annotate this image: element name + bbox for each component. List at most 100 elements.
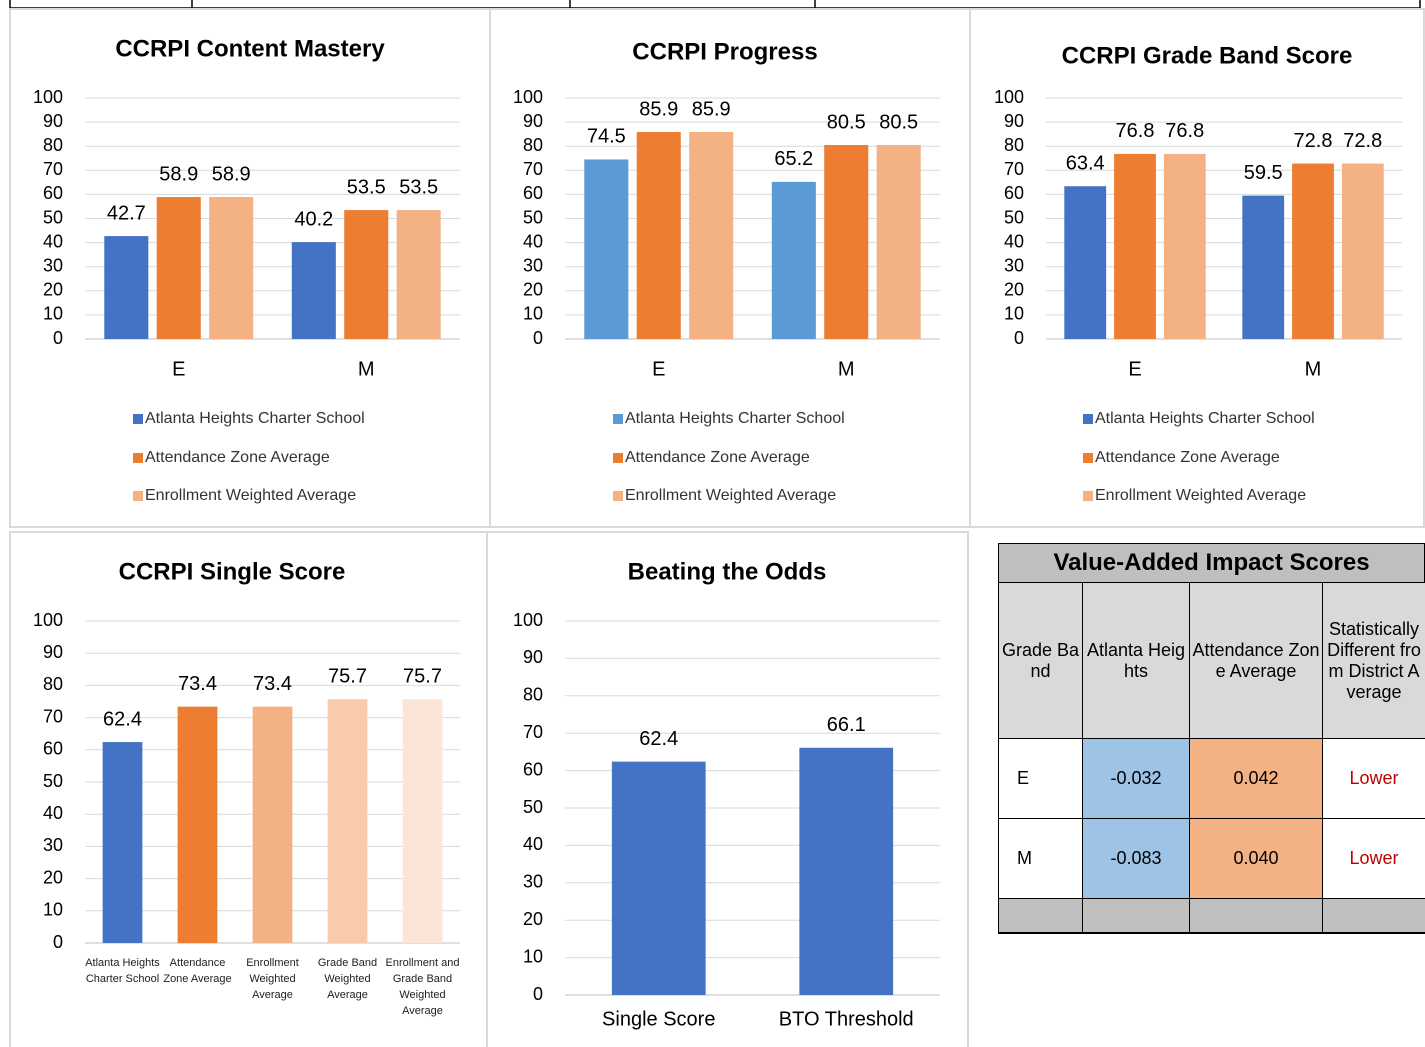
legend-swatch <box>133 453 143 463</box>
value-added-table: Value-Added Impact Scores Grade Band Atla… <box>998 543 1425 934</box>
x-tick-label: E <box>652 358 665 380</box>
bar <box>1242 195 1285 339</box>
bar <box>104 236 149 339</box>
data-label: 75.7 <box>328 666 367 688</box>
table-cell: 0.040 <box>1190 819 1323 899</box>
y-tick-label: 40 <box>1004 231 1024 251</box>
panel <box>486 531 969 1047</box>
bar <box>824 144 869 339</box>
data-label: 63.4 <box>1066 152 1105 174</box>
bar <box>636 131 681 339</box>
y-tick-label: 0 <box>533 328 543 348</box>
table-cell <box>999 899 1083 933</box>
legend-swatch <box>133 491 143 501</box>
legend-label: Enrollment Weighted Average <box>145 487 356 504</box>
y-tick-label: 50 <box>43 771 63 791</box>
y-tick-label: 20 <box>523 909 543 929</box>
data-label: 75.7 <box>403 666 442 688</box>
table-title: Value-Added Impact Scores <box>999 544 1424 583</box>
bar <box>291 242 336 339</box>
y-tick-label: 40 <box>523 834 543 854</box>
x-tick-label: M <box>358 358 375 380</box>
panel <box>969 8 1425 528</box>
y-tick-label: 30 <box>43 255 63 275</box>
data-label: 58.9 <box>159 163 198 185</box>
y-tick-label: 90 <box>523 111 543 131</box>
y-tick-label: 80 <box>43 135 63 155</box>
y-tick-label: 50 <box>523 207 543 227</box>
y-tick-label: 80 <box>43 674 63 694</box>
data-label: 73.4 <box>253 673 292 695</box>
y-tick-label: 40 <box>43 231 63 251</box>
data-label: 74.5 <box>587 126 626 148</box>
y-tick-label: 20 <box>1004 280 1024 300</box>
bar <box>177 706 218 943</box>
x-tick-label-box: Enrollment and Grade Band Weighted Avera… <box>385 957 460 1017</box>
y-tick-label: 30 <box>523 872 543 892</box>
y-tick-label: 60 <box>523 759 543 779</box>
x-tick-label: Enrollment and Grade Band Weighted Avera… <box>385 957 460 1017</box>
y-tick-label: 50 <box>43 207 63 227</box>
table-cell <box>1190 899 1323 933</box>
chart-title: CCRPI Progress <box>632 38 817 65</box>
bar <box>327 699 368 943</box>
x-tick-label-box: Grade Band Weighted Average <box>317 957 378 1001</box>
legend-label: Attendance Zone Average <box>625 449 810 466</box>
y-tick-label: 10 <box>1004 304 1024 324</box>
y-tick-label: 0 <box>53 328 63 348</box>
table-cell: Grade Band <box>999 583 1083 739</box>
data-label: 72.8 <box>1343 130 1382 152</box>
table-cell: E <box>999 739 1083 819</box>
legend-swatch <box>1083 414 1093 424</box>
legend-label: Attendance Zone Average <box>1095 449 1280 466</box>
table-grid: Grade Band Atlanta Heights Attendance Zone… <box>999 583 1425 933</box>
legend-label: Enrollment Weighted Average <box>625 487 836 504</box>
data-label: 80.5 <box>879 111 918 133</box>
y-tick-label: 30 <box>1004 255 1024 275</box>
data-label: 40.2 <box>294 208 333 230</box>
x-tick-label: E <box>172 358 185 380</box>
x-tick-label-box: Atlanta Heights Charter School <box>85 957 160 985</box>
data-label: 85.9 <box>692 98 731 120</box>
data-label: 76.8 <box>1116 120 1155 142</box>
data-label: 42.7 <box>107 202 146 224</box>
bar <box>402 699 443 943</box>
chart-title: Beating the Odds <box>628 558 827 585</box>
y-tick-label: 0 <box>533 984 543 1004</box>
table-cell: Statistically Different from District Av… <box>1323 583 1425 739</box>
y-tick-label: 60 <box>43 739 63 759</box>
x-tick-label: BTO Threshold <box>779 1008 914 1030</box>
data-label: 53.5 <box>399 176 438 198</box>
table-cell: Lower <box>1323 819 1425 899</box>
legend-label: Attendance Zone Average <box>145 449 330 466</box>
data-label: 62.4 <box>103 708 142 730</box>
data-label: 85.9 <box>639 98 678 120</box>
data-label: 62.4 <box>639 728 678 750</box>
y-tick-label: 40 <box>523 231 543 251</box>
y-tick-label: 20 <box>523 280 543 300</box>
y-tick-label: 0 <box>53 932 63 952</box>
y-tick-label: 30 <box>43 835 63 855</box>
data-label: 72.8 <box>1294 130 1333 152</box>
bar <box>689 131 734 339</box>
y-tick-label: 20 <box>43 280 63 300</box>
y-tick-label: 60 <box>1004 183 1024 203</box>
bar <box>344 210 389 339</box>
y-tick-label: 90 <box>1004 111 1024 131</box>
y-tick-label: 100 <box>994 87 1024 107</box>
bar <box>252 706 293 943</box>
y-tick-label: 100 <box>33 610 63 630</box>
bar <box>1163 153 1206 339</box>
x-tick-label: Enrollment Weighted Average <box>246 957 299 1001</box>
legend-label: Atlanta Heights Charter School <box>1095 410 1315 427</box>
x-tick-label-box: Enrollment Weighted Average <box>246 957 299 1001</box>
y-tick-label: 50 <box>1004 207 1024 227</box>
y-tick-label: 10 <box>523 946 543 966</box>
table-cell <box>1083 899 1190 933</box>
table-cell: 0.042 <box>1190 739 1323 819</box>
bar <box>876 144 921 339</box>
x-tick-label: M <box>838 358 855 380</box>
bar <box>1064 186 1107 339</box>
x-tick-label: Grade Band Weighted Average <box>317 957 378 1001</box>
table-cell: Attendance Zone Average <box>1190 583 1323 739</box>
